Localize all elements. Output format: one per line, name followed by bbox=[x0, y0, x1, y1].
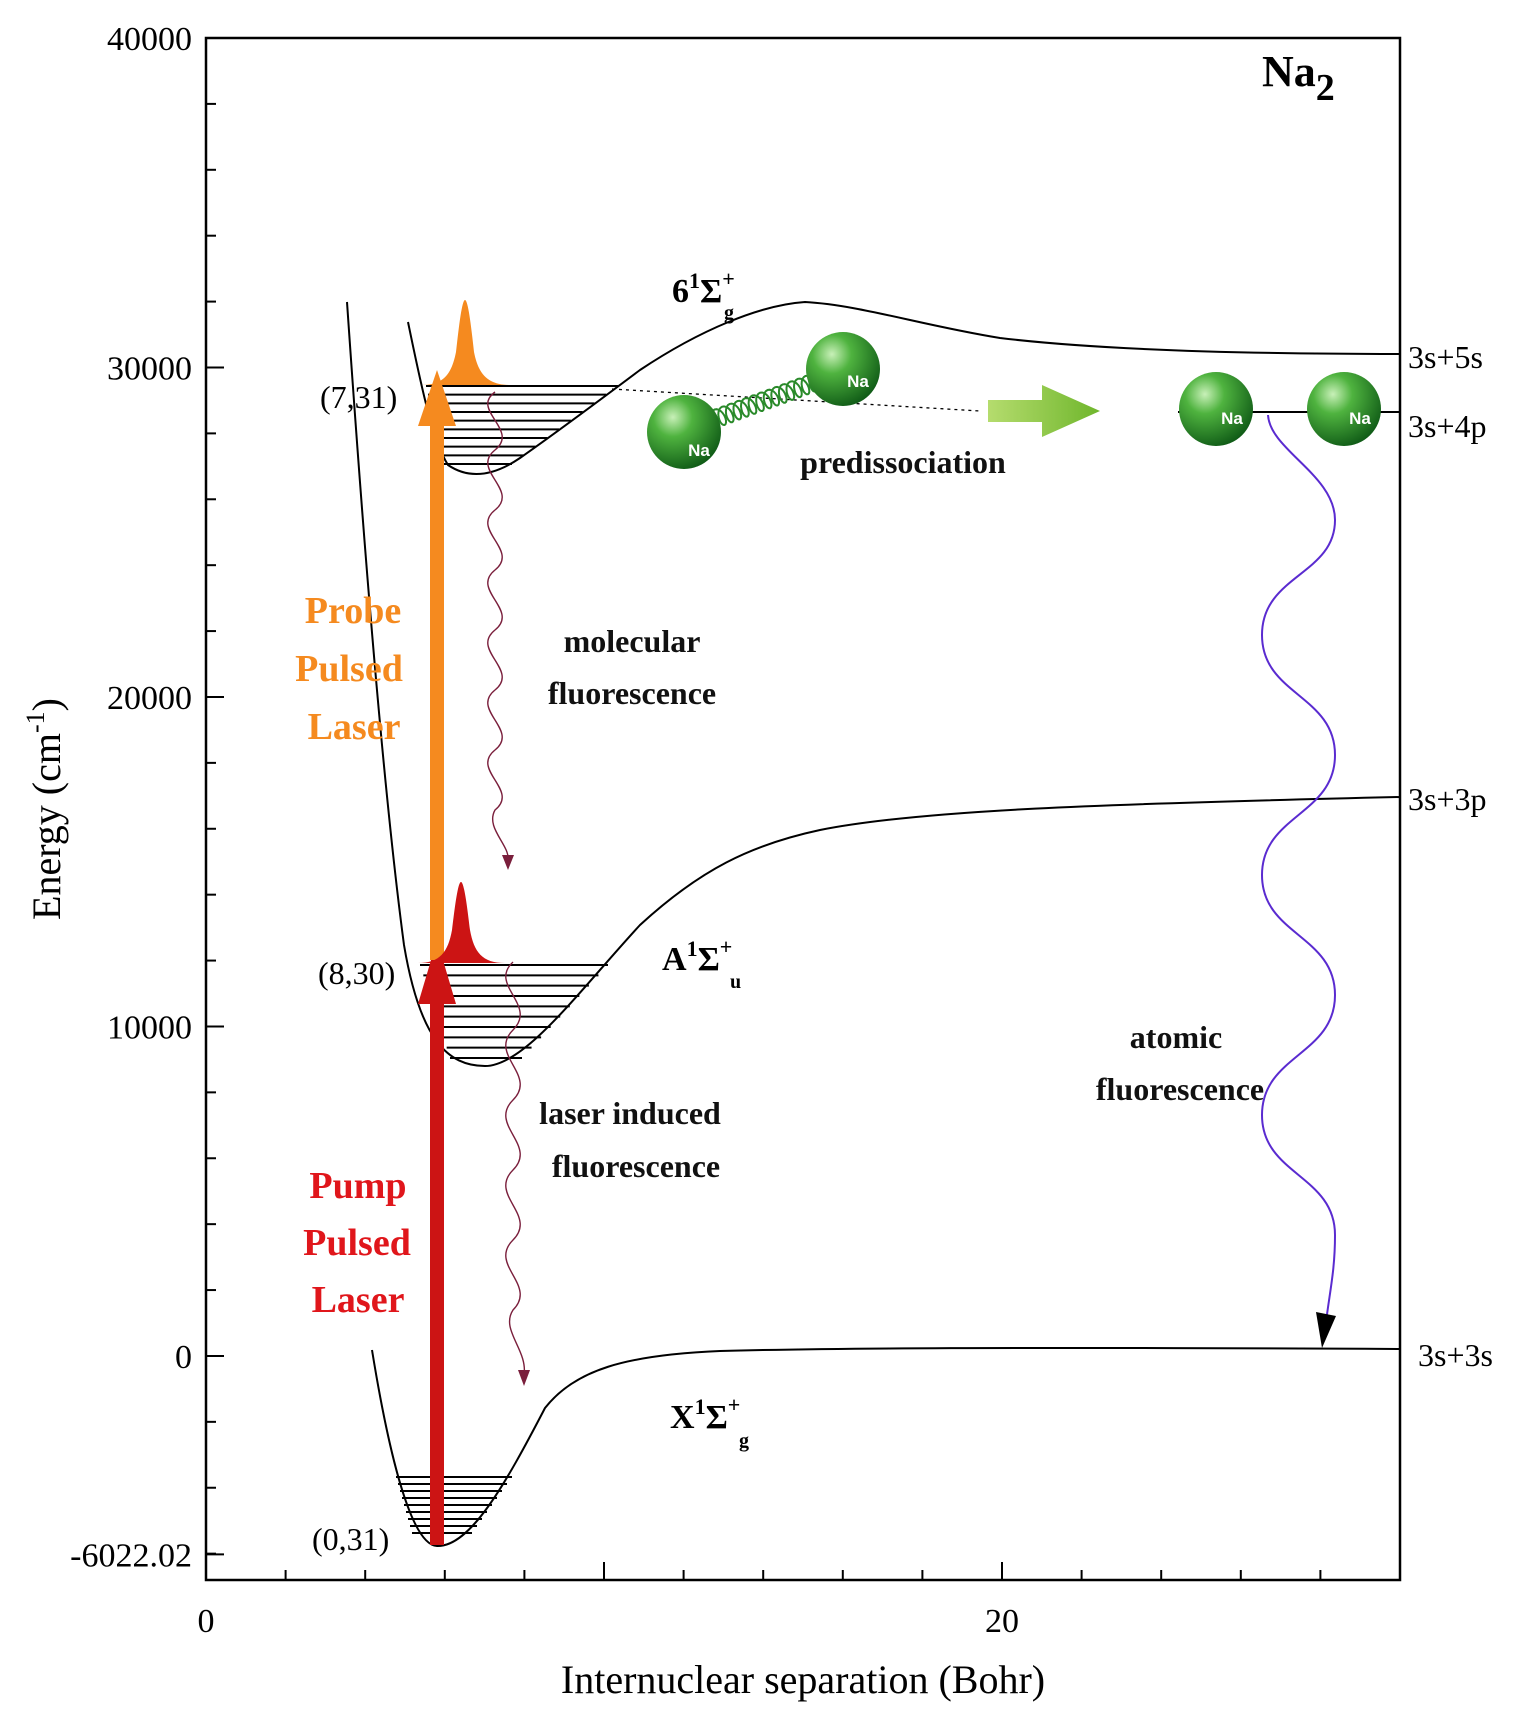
plot-frame bbox=[204, 36, 1402, 1582]
pump-label-line-2: Pulsed bbox=[303, 1222, 411, 1264]
pump-label-line-3: Laser bbox=[312, 1279, 405, 1321]
x-tick-label: 0 bbox=[198, 1603, 215, 1640]
predissociation-dotted-line bbox=[611, 388, 981, 412]
x-tick-label: 20 bbox=[985, 1603, 1019, 1640]
state-label-x-state-sub: g bbox=[739, 1430, 749, 1452]
pump-wavepacket bbox=[418, 882, 505, 963]
molecular-bond-spring bbox=[709, 371, 824, 429]
na-atom-dissociated-1: Na bbox=[1179, 372, 1253, 446]
y-tick-label: -6022.02 bbox=[70, 1537, 192, 1574]
vib-label-lower: (0,31) bbox=[312, 1521, 389, 1557]
atomic-fluorescence-wave bbox=[1260, 414, 1337, 1323]
svg-text:Na: Na bbox=[1349, 409, 1371, 428]
x-axis-label: Internuclear separation (Bohr) bbox=[561, 1657, 1045, 1702]
probe-label-line-2: Pulsed bbox=[295, 648, 403, 690]
svg-text:Na: Na bbox=[1221, 409, 1243, 428]
vib-label-middle: (8,30) bbox=[318, 955, 395, 991]
na-atom-dissociated-2: Na bbox=[1307, 372, 1381, 446]
y-tick-label: 20000 bbox=[107, 680, 192, 717]
state-label-6sigma: 61Σ+ bbox=[672, 266, 735, 310]
lif-label-2: fluorescence bbox=[552, 1148, 720, 1184]
asymptote-3s3s: 3s+3s bbox=[1418, 1337, 1493, 1373]
lif-label-1: laser induced bbox=[539, 1095, 721, 1131]
lif-arrowhead bbox=[518, 1370, 530, 1386]
molecular-fluorescence-wave bbox=[487, 391, 509, 861]
molecular-fluorescence-label-2: fluorescence bbox=[548, 675, 716, 711]
pump-laser-shaft bbox=[430, 1000, 444, 1545]
state-label-6sigma-sub: g bbox=[724, 302, 734, 324]
atomic-fluorescence-label-2: fluorescence bbox=[1096, 1071, 1264, 1107]
pump-label-line-1: Pump bbox=[309, 1165, 406, 1207]
y-tick-label: 40000 bbox=[107, 21, 192, 58]
state-label-a-state-sub: u bbox=[730, 971, 741, 993]
vib-label-upper: (7,31) bbox=[320, 379, 397, 415]
na-atom-right: Na bbox=[806, 332, 880, 406]
a-state-curve bbox=[346, 301, 1400, 1068]
pump-laser-arrowhead bbox=[418, 940, 456, 1004]
y-axis-ticks: 40000 30000 20000 10000 0 -6022.02 bbox=[70, 21, 224, 1574]
asymptote-3s5s: 3s+5s bbox=[1408, 339, 1483, 375]
probe-wavepacket bbox=[422, 300, 510, 385]
state-label-a-state: A1Σ+ bbox=[662, 934, 732, 978]
probe-label-line-3: Laser bbox=[308, 706, 401, 748]
probe-laser-arrowhead bbox=[418, 370, 456, 426]
vibrational-levels bbox=[396, 385, 618, 1534]
y-tick-label: 30000 bbox=[107, 350, 192, 387]
state-label-x-state: X1Σ+ bbox=[670, 1392, 740, 1436]
y-tick-label: 0 bbox=[175, 1339, 192, 1376]
svg-text:Na: Na bbox=[847, 372, 869, 391]
x-axis-ticks: 0 20 bbox=[198, 1562, 1322, 1640]
predissociation-label: predissociation bbox=[800, 444, 1006, 480]
probe-label-line-1: Probe bbox=[305, 590, 401, 632]
atomic-fluorescence-label-1: atomic bbox=[1130, 1019, 1222, 1055]
molecular-fluorescence-arrowhead bbox=[502, 855, 514, 870]
laser-induced-fluorescence-wave bbox=[505, 961, 526, 1376]
asymptote-3s4p: 3s+4p bbox=[1408, 408, 1487, 444]
asymptote-3s3p: 3s+3p bbox=[1408, 781, 1487, 817]
species-title: Na2 bbox=[1262, 47, 1335, 109]
six-state-curve bbox=[407, 300, 1400, 475]
atomic-fluorescence-arrowhead bbox=[1316, 1312, 1336, 1348]
x-state-curve bbox=[371, 1346, 1400, 1548]
probe-laser-shaft bbox=[430, 420, 444, 960]
y-tick-label: 10000 bbox=[107, 1009, 192, 1046]
dissociation-direction-arrow bbox=[988, 385, 1100, 437]
y-axis-label: Energy (cm-1) bbox=[21, 698, 69, 920]
na-atom-left: Na bbox=[647, 395, 721, 469]
svg-text:Na: Na bbox=[688, 441, 710, 460]
molecular-fluorescence-label-1: molecular bbox=[564, 623, 701, 659]
